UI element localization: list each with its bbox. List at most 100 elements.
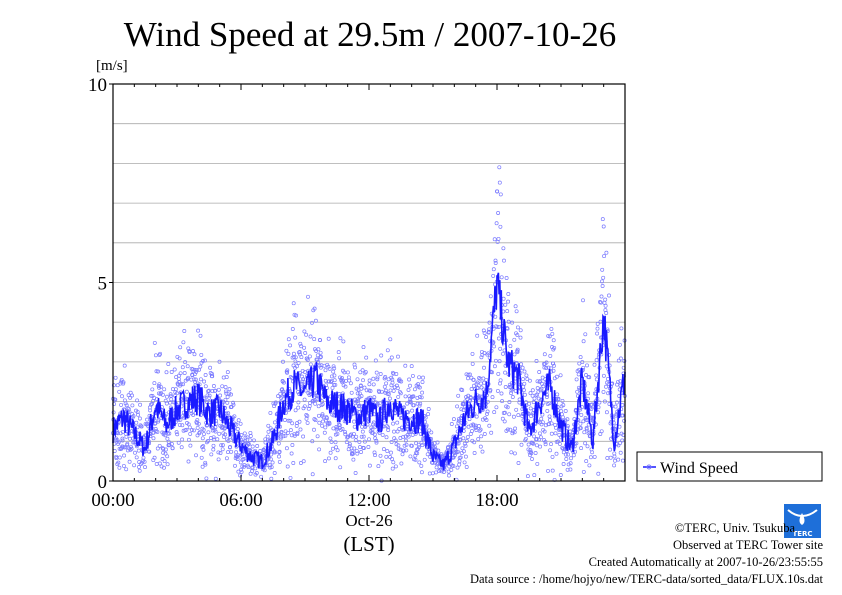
data-point: [386, 425, 390, 430]
data-point: [116, 460, 121, 465]
data-point: [205, 393, 210, 398]
data-point: [404, 442, 409, 447]
data-point: [599, 429, 604, 434]
data-point: [453, 453, 457, 457]
data-point: [584, 459, 589, 464]
y-axis-label: [m/s]: [96, 58, 128, 74]
data-point: [482, 432, 487, 436]
data-point: [167, 442, 172, 447]
data-point: [360, 368, 365, 373]
data-point: [152, 340, 157, 345]
data-point: [120, 438, 125, 443]
data-point: [115, 431, 120, 436]
data-point: [464, 465, 469, 469]
data-point: [503, 385, 508, 389]
data-point: [290, 443, 295, 447]
data-point: [406, 387, 411, 392]
data-point: [213, 429, 218, 434]
data-point: [242, 464, 246, 469]
data-point: [343, 384, 348, 389]
data-point: [463, 443, 468, 448]
x-tick-label: 12:00: [347, 490, 390, 511]
data-point: [363, 370, 368, 375]
data-point: [549, 442, 553, 447]
data-point: [161, 447, 166, 451]
data-point: [622, 418, 627, 423]
data-point: [193, 377, 198, 382]
data-point: [451, 464, 456, 468]
data-point: [436, 448, 441, 453]
data-point: [158, 351, 163, 356]
data-point: [194, 369, 199, 374]
data-point: [479, 355, 484, 360]
data-point: [330, 385, 335, 390]
data-point: [388, 337, 393, 342]
data-point: [487, 423, 492, 428]
data-point: [590, 450, 595, 455]
data-point: [473, 425, 478, 430]
data-point: [396, 354, 400, 359]
data-point: [348, 442, 352, 447]
data-point: [172, 367, 177, 372]
data-point: [347, 444, 352, 449]
data-point: [291, 301, 296, 306]
data-point: [225, 395, 230, 399]
data-point: [605, 377, 610, 381]
data-point: [509, 450, 514, 455]
data-point: [180, 365, 185, 370]
data-point: [456, 449, 460, 454]
data-point: [367, 382, 372, 387]
data-point: [212, 437, 217, 442]
data-point: [203, 384, 208, 389]
data-point: [383, 390, 388, 395]
data-point: [153, 353, 158, 358]
data-point: [601, 373, 606, 378]
data-point: [186, 375, 191, 380]
data-point: [315, 357, 320, 362]
data-point: [156, 419, 161, 424]
data-point: [568, 467, 573, 472]
data-point: [578, 426, 583, 431]
data-point: [189, 428, 194, 432]
data-point: [113, 397, 118, 402]
data-point: [248, 434, 253, 438]
data-point: [165, 462, 170, 467]
data-point: [578, 407, 583, 412]
data-point: [498, 192, 503, 197]
data-point: [604, 384, 608, 389]
data-point: [375, 401, 380, 406]
data-point: [305, 420, 310, 425]
data-point: [238, 473, 243, 478]
data-point: [396, 446, 401, 451]
data-point: [498, 378, 503, 383]
data-point: [358, 445, 362, 450]
data-point: [543, 442, 548, 447]
data-point: [162, 387, 167, 392]
data-point: [302, 404, 307, 409]
data-point: [216, 450, 221, 455]
data-point: [320, 402, 325, 407]
data-point: [460, 388, 465, 393]
data-point: [600, 279, 604, 284]
data-point: [490, 395, 495, 400]
data-point: [178, 371, 183, 376]
data-point: [281, 434, 286, 439]
data-point: [586, 391, 591, 396]
data-point: [425, 452, 430, 457]
data-point: [508, 427, 513, 432]
data-point: [165, 436, 170, 441]
data-point: [391, 421, 396, 426]
data-point: [620, 413, 625, 418]
data-point: [492, 344, 496, 349]
data-point: [497, 359, 502, 364]
data-point: [348, 381, 353, 386]
data-point: [546, 468, 550, 473]
data-point: [533, 451, 538, 455]
data-point: [294, 423, 299, 428]
data-point: [166, 439, 171, 444]
data-point: [297, 419, 302, 424]
data-point: [239, 469, 244, 474]
data-point: [312, 306, 317, 311]
data-point: [391, 460, 396, 465]
data-point: [195, 425, 200, 430]
